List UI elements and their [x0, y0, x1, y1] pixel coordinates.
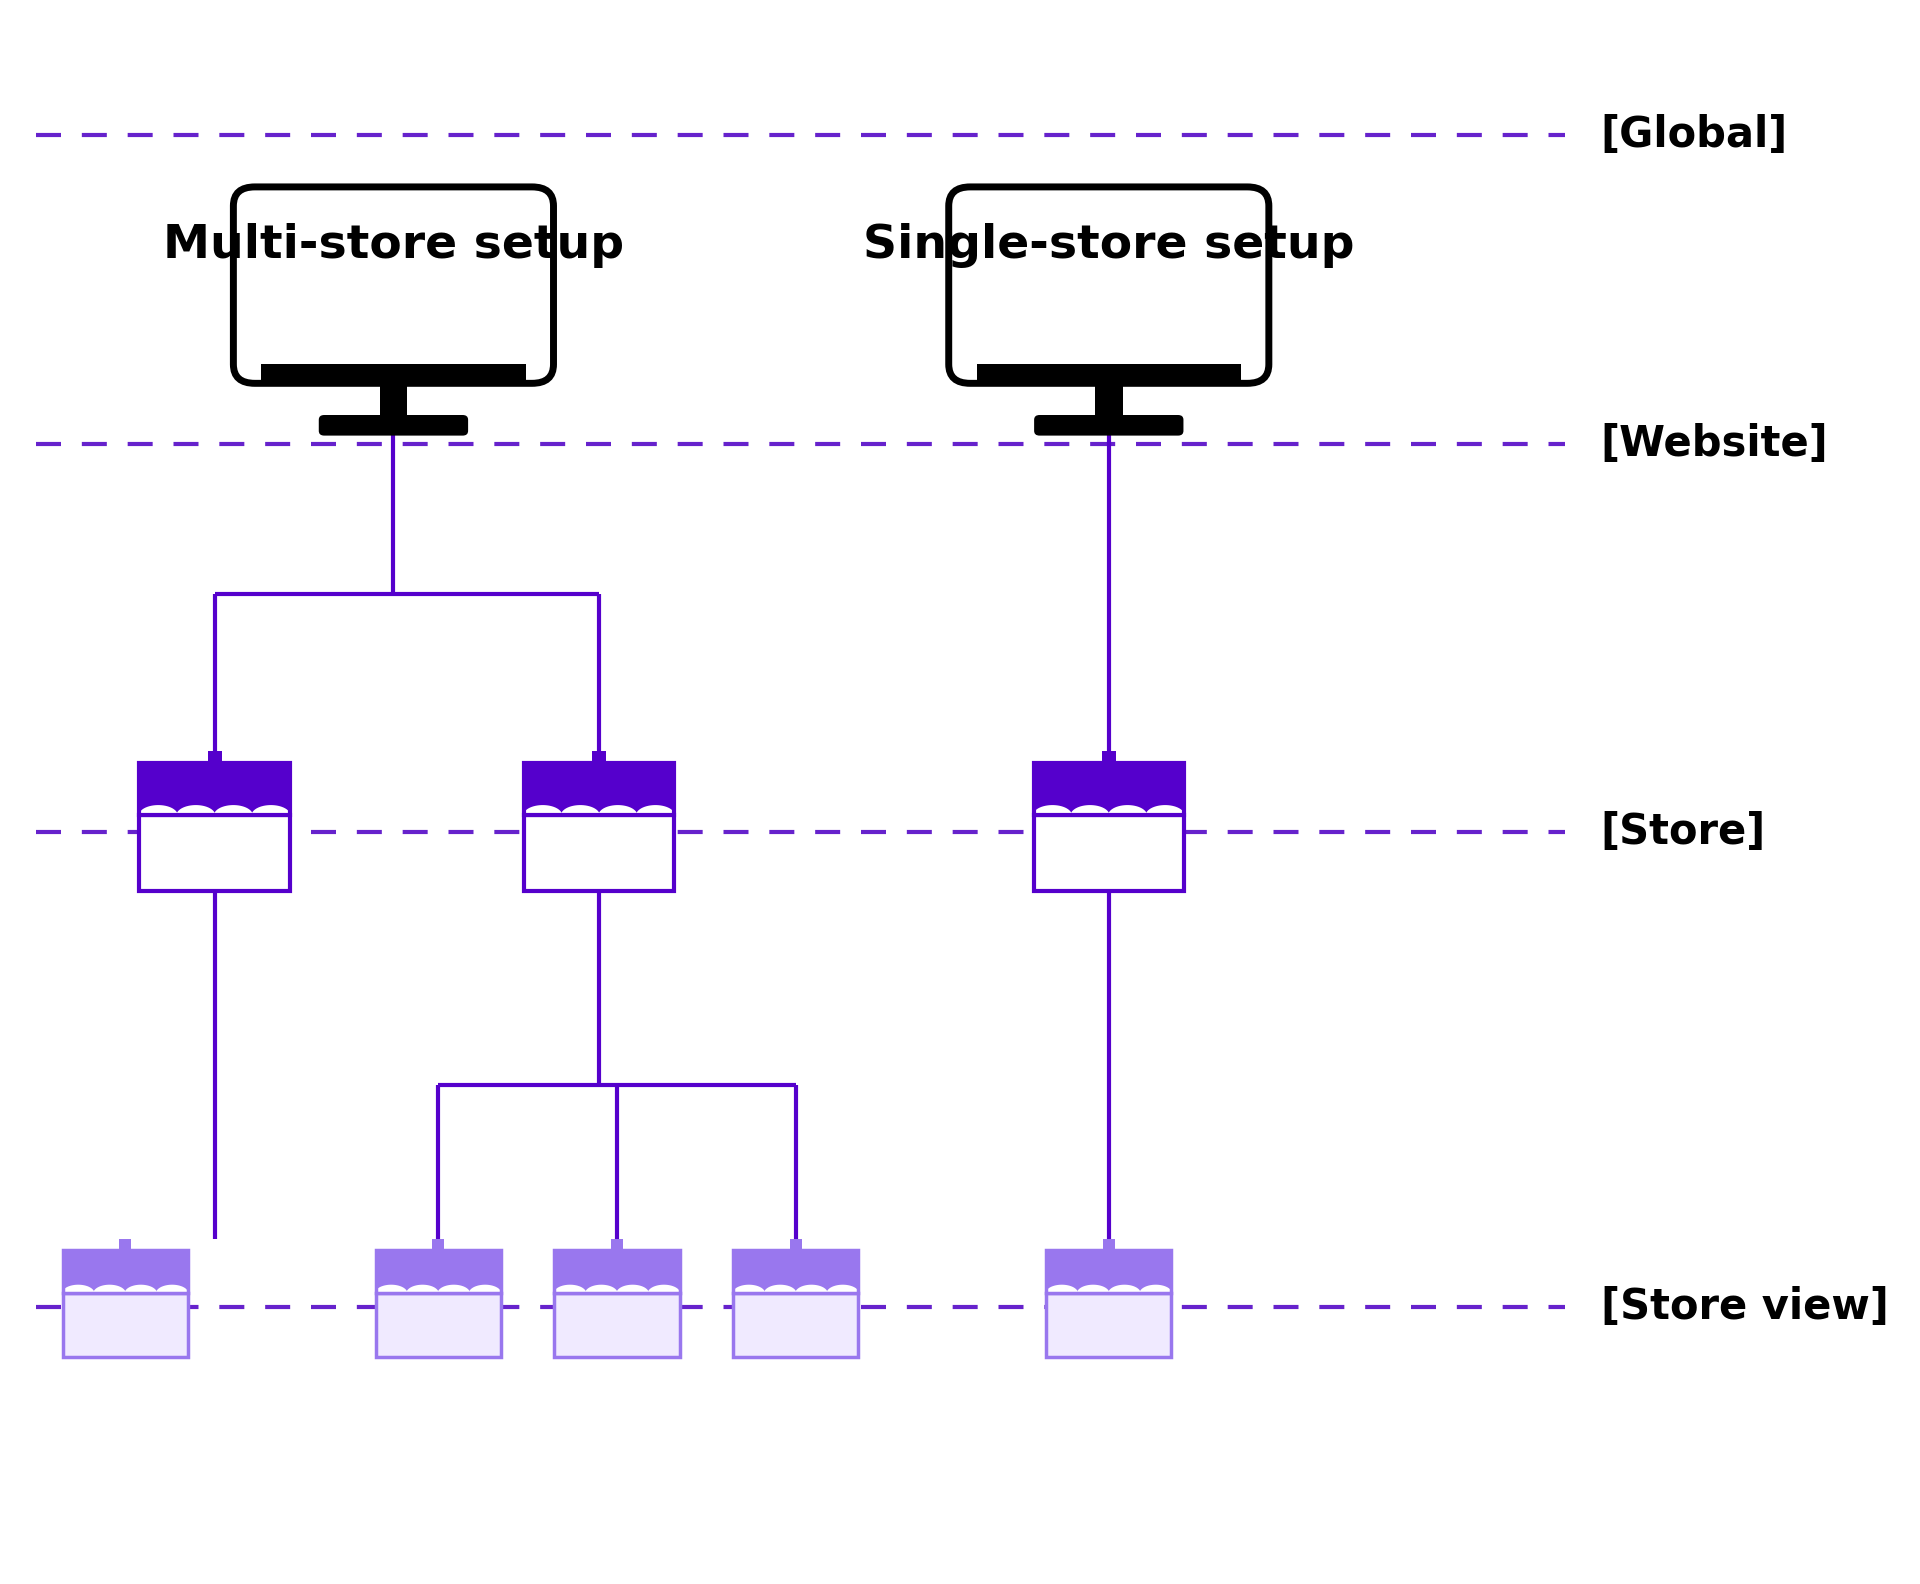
FancyBboxPatch shape	[948, 187, 1269, 383]
Polygon shape	[611, 1239, 622, 1250]
Polygon shape	[438, 1285, 470, 1293]
Polygon shape	[647, 1285, 680, 1293]
Polygon shape	[616, 1285, 649, 1293]
Polygon shape	[1071, 805, 1110, 816]
Polygon shape	[94, 1285, 127, 1293]
Polygon shape	[599, 805, 637, 816]
Polygon shape	[1102, 1239, 1116, 1250]
Polygon shape	[1108, 805, 1146, 816]
Polygon shape	[125, 1285, 157, 1293]
Polygon shape	[795, 1285, 828, 1293]
Polygon shape	[119, 1239, 131, 1250]
Polygon shape	[407, 1285, 440, 1293]
Polygon shape	[213, 805, 253, 816]
Polygon shape	[733, 1285, 766, 1293]
Polygon shape	[733, 1250, 858, 1293]
Polygon shape	[561, 805, 599, 816]
Polygon shape	[1046, 1293, 1171, 1356]
Polygon shape	[1046, 1285, 1079, 1293]
Polygon shape	[555, 1250, 680, 1293]
Polygon shape	[1046, 1250, 1171, 1293]
Polygon shape	[826, 1285, 858, 1293]
Polygon shape	[1033, 763, 1185, 816]
Polygon shape	[1077, 1285, 1110, 1293]
Polygon shape	[1094, 385, 1123, 420]
Polygon shape	[252, 805, 290, 816]
Polygon shape	[376, 1293, 501, 1356]
Polygon shape	[138, 805, 179, 816]
Polygon shape	[261, 364, 526, 385]
Polygon shape	[1108, 1285, 1140, 1293]
Polygon shape	[591, 751, 607, 763]
Polygon shape	[61, 1285, 94, 1293]
Polygon shape	[733, 1293, 858, 1356]
Polygon shape	[524, 763, 674, 816]
Polygon shape	[1139, 1285, 1171, 1293]
Polygon shape	[140, 763, 290, 816]
Polygon shape	[177, 805, 215, 816]
FancyBboxPatch shape	[319, 415, 468, 436]
Polygon shape	[553, 1285, 586, 1293]
Polygon shape	[468, 1285, 501, 1293]
Polygon shape	[555, 1293, 680, 1356]
Polygon shape	[156, 1285, 188, 1293]
Polygon shape	[789, 1239, 803, 1250]
Polygon shape	[586, 1285, 618, 1293]
Text: [Global]: [Global]	[1601, 114, 1788, 155]
Polygon shape	[1033, 805, 1071, 816]
Polygon shape	[432, 1239, 444, 1250]
Polygon shape	[524, 805, 563, 816]
Polygon shape	[524, 816, 674, 892]
Text: [Store]: [Store]	[1601, 811, 1766, 852]
Polygon shape	[63, 1293, 188, 1356]
Polygon shape	[207, 751, 221, 763]
Polygon shape	[63, 1250, 188, 1293]
Polygon shape	[636, 805, 676, 816]
Polygon shape	[376, 1250, 501, 1293]
Polygon shape	[977, 364, 1240, 385]
Text: Multi-store setup: Multi-store setup	[163, 223, 624, 268]
Polygon shape	[140, 816, 290, 892]
Polygon shape	[1033, 816, 1185, 892]
Text: [Website]: [Website]	[1601, 423, 1828, 464]
Polygon shape	[380, 385, 407, 420]
Text: [Store view]: [Store view]	[1601, 1286, 1889, 1327]
Polygon shape	[1102, 751, 1116, 763]
FancyBboxPatch shape	[1035, 415, 1183, 436]
Polygon shape	[1146, 805, 1185, 816]
Text: Single-store setup: Single-store setup	[862, 223, 1354, 268]
Polygon shape	[764, 1285, 797, 1293]
FancyBboxPatch shape	[234, 187, 553, 383]
Polygon shape	[374, 1285, 407, 1293]
